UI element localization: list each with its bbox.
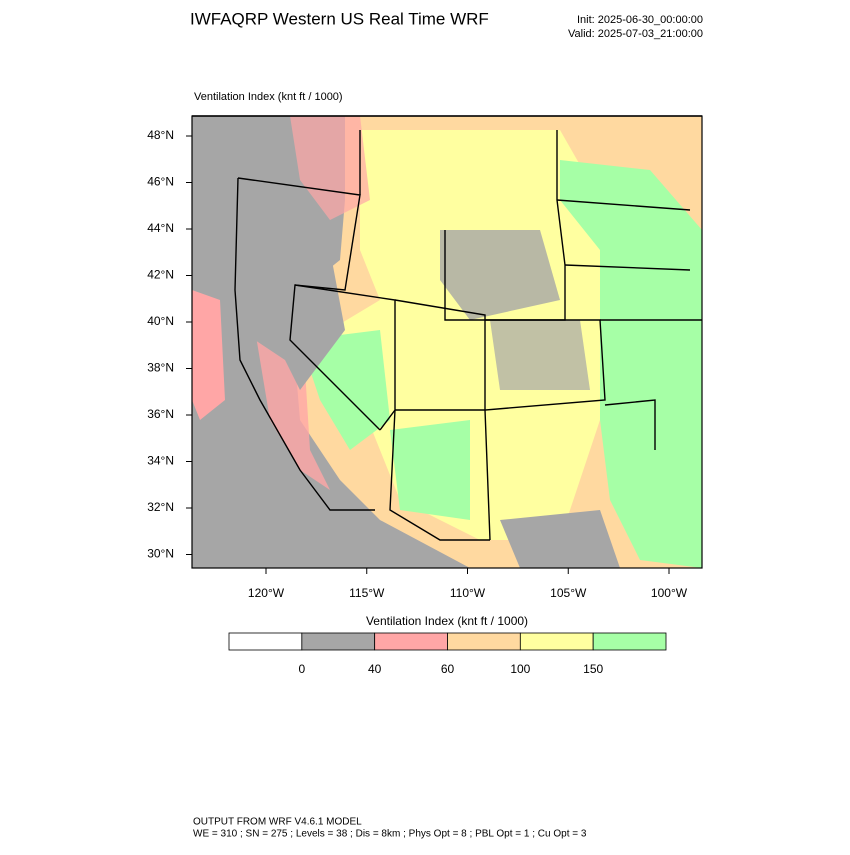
colorbar-box: [592, 632, 667, 651]
colorbar-box: [228, 632, 303, 651]
lat-tick-label: 30°N: [147, 547, 174, 561]
footer-line: OUTPUT FROM WRF V4.6.1 MODEL: [193, 817, 362, 828]
lat-tick-label: 40°N: [147, 314, 174, 328]
colorbar-tick-label: 60: [441, 662, 455, 676]
lat-tick-label: 34°N: [147, 454, 174, 468]
colorbar-title: Ventilation Index (knt ft / 1000): [366, 614, 528, 628]
lat-tick-label: 38°N: [147, 361, 174, 375]
lat-tick-label: 42°N: [147, 268, 174, 282]
colorbar-box: [301, 632, 376, 651]
map-label: Ventilation Index (knt ft / 1000): [194, 91, 343, 103]
valid-time: Valid: 2025-07-03_21:00:00: [568, 28, 703, 40]
init-time: Init: 2025-06-30_00:00:00: [577, 14, 703, 26]
colorbar-box: [447, 632, 521, 651]
colorbar-tick-label: 150: [583, 662, 603, 676]
title: IWFAQRP Western US Real Time WRF: [190, 9, 489, 28]
colorbar-tick-label: 0: [298, 662, 305, 676]
colorbar-box: [374, 632, 448, 651]
footer-line: WE = 310 ; SN = 275 ; Levels = 38 ; Dis …: [193, 829, 587, 840]
lat-tick-label: 44°N: [147, 221, 174, 235]
lat-tick-label: 46°N: [147, 175, 174, 189]
map: [191, 115, 703, 569]
lat-tick-label: 48°N: [147, 128, 174, 142]
lon-tick-label: 120°W: [248, 586, 285, 600]
lon-tick-label: 110°W: [450, 586, 486, 600]
lat-tick-label: 36°N: [147, 407, 174, 421]
colorbar-tick-label: 100: [510, 662, 530, 676]
colorbar-box: [519, 632, 594, 651]
lon-tick-label: 100°W: [651, 586, 688, 600]
lon-tick-label: 105°W: [550, 586, 587, 600]
lon-tick-label: 115°W: [349, 586, 385, 600]
lat-tick-label: 32°N: [147, 500, 174, 514]
colorbar-tick-label: 40: [368, 662, 382, 676]
